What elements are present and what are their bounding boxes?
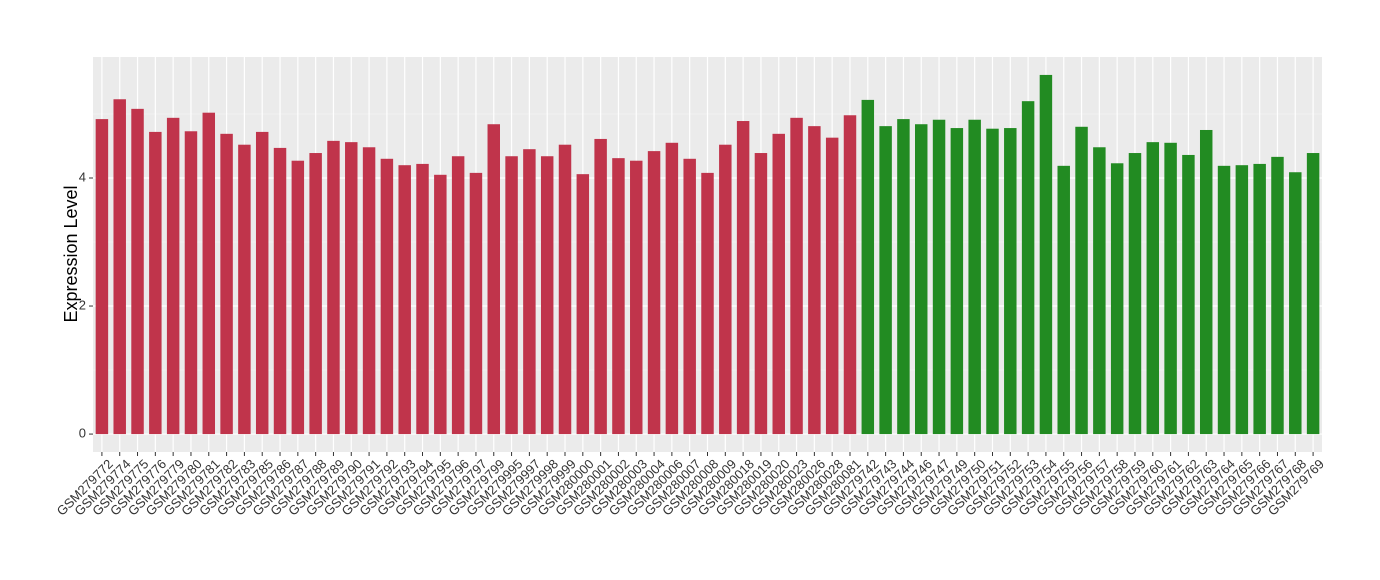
bar bbox=[451, 156, 465, 435]
bar bbox=[1021, 101, 1035, 435]
bar bbox=[1182, 154, 1195, 435]
bar bbox=[398, 165, 411, 435]
bar bbox=[968, 119, 981, 435]
bar bbox=[1289, 172, 1302, 435]
bar bbox=[790, 117, 803, 435]
bar bbox=[291, 160, 305, 435]
bar bbox=[416, 163, 429, 435]
bar bbox=[1110, 163, 1124, 435]
bar bbox=[647, 151, 661, 435]
y-tick-label: 0 bbox=[79, 426, 86, 441]
bar bbox=[523, 149, 536, 435]
bar bbox=[986, 128, 999, 435]
bar bbox=[1057, 165, 1070, 435]
bar bbox=[825, 137, 839, 435]
y-axis-label: Expression Level bbox=[61, 185, 81, 322]
bar bbox=[1039, 74, 1053, 435]
bar bbox=[380, 158, 394, 435]
bar bbox=[576, 174, 590, 435]
bar bbox=[1075, 126, 1088, 435]
bar bbox=[950, 128, 964, 435]
bar bbox=[736, 121, 750, 435]
bar bbox=[1199, 129, 1213, 435]
bar bbox=[879, 126, 892, 435]
bar bbox=[683, 158, 696, 435]
bar bbox=[932, 119, 946, 435]
bar bbox=[540, 156, 554, 435]
bar bbox=[202, 112, 216, 435]
bar bbox=[220, 133, 233, 435]
bar bbox=[915, 124, 928, 435]
bar bbox=[113, 99, 126, 435]
bar bbox=[362, 147, 376, 435]
bar bbox=[505, 156, 518, 435]
bar bbox=[843, 115, 857, 435]
bar bbox=[1306, 153, 1320, 435]
bar bbox=[1093, 147, 1106, 435]
bar bbox=[1253, 163, 1266, 435]
bar bbox=[238, 144, 251, 435]
bar bbox=[1004, 128, 1017, 435]
bar bbox=[772, 133, 785, 435]
bar bbox=[1146, 142, 1160, 435]
bar bbox=[1164, 142, 1177, 435]
bar bbox=[255, 131, 269, 435]
bar bbox=[861, 99, 875, 435]
bar bbox=[309, 153, 322, 435]
bar bbox=[95, 119, 109, 435]
bar bbox=[434, 174, 447, 435]
bar bbox=[665, 142, 679, 435]
bar bbox=[808, 126, 821, 435]
bar bbox=[1235, 165, 1249, 435]
bar bbox=[1217, 165, 1231, 435]
bar bbox=[594, 138, 607, 435]
bar bbox=[487, 124, 500, 435]
bar bbox=[327, 140, 340, 435]
bar bbox=[345, 142, 358, 435]
bar bbox=[184, 131, 198, 435]
bar bbox=[166, 117, 180, 435]
bar bbox=[149, 131, 162, 435]
bar bbox=[131, 108, 144, 435]
y-tick-label: 4 bbox=[79, 169, 86, 184]
bar bbox=[1271, 156, 1284, 435]
y-tick-label: 2 bbox=[79, 297, 86, 312]
bar bbox=[469, 172, 483, 435]
bar bbox=[897, 119, 910, 435]
bar bbox=[273, 147, 287, 435]
bar bbox=[754, 153, 768, 435]
bar bbox=[719, 144, 732, 435]
bar bbox=[701, 172, 714, 435]
bar bbox=[558, 144, 572, 435]
bar bbox=[612, 158, 625, 435]
bar bbox=[630, 160, 643, 435]
bar bbox=[1128, 153, 1142, 435]
